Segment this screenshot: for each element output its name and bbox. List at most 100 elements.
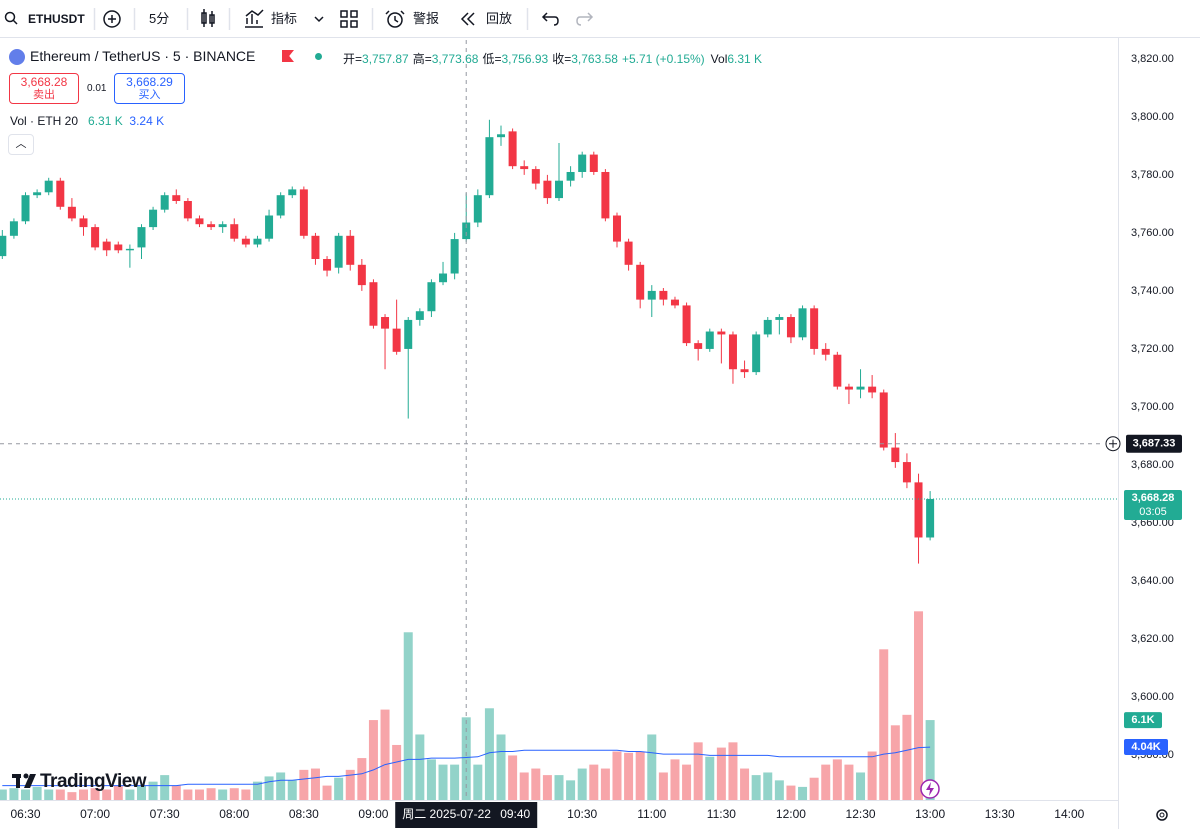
alert-button[interactable]: 警报 (413, 11, 440, 26)
volume-ma-last-label: 4.04K (1131, 741, 1160, 753)
candle-body (856, 386, 865, 390)
volume-bar (600, 768, 610, 800)
collapse-button[interactable]: ︿ (8, 134, 34, 155)
candle-body (647, 290, 656, 300)
volume-bar (264, 776, 274, 800)
x-tick-label: 11:30 (707, 807, 736, 821)
volume-bar (786, 785, 796, 800)
volume-bar (171, 785, 181, 800)
flag (282, 50, 294, 62)
y-tick-label: 3,680.00 (1131, 459, 1174, 471)
volume-bar (612, 751, 622, 800)
symbol-button[interactable]: ETHUSDT (28, 12, 85, 26)
x-tick-label: 07:30 (150, 807, 180, 821)
interval-button[interactable]: 5分 (149, 11, 170, 26)
y-tick-label: 3,740.00 (1131, 285, 1174, 297)
candle-body (79, 218, 88, 228)
legend-volume: 6.31 K (88, 114, 123, 128)
change: +5.71 (+0.15%) (621, 52, 705, 66)
buy-button[interactable]: 3,668.29 买入 (114, 73, 185, 104)
candle-body (543, 180, 552, 199)
sell-price: 3,668.28 (20, 75, 68, 89)
volume-bar (461, 717, 471, 800)
volume-bar (125, 789, 135, 800)
volume-name: Vol (710, 52, 728, 66)
candle-body (705, 331, 714, 349)
candle-body (682, 305, 691, 344)
candle-body (218, 224, 227, 228)
candle-body (752, 334, 761, 373)
volume-legend: Vol · ETH 20 6.31 K 3.24 K (10, 114, 164, 128)
candle-body (160, 195, 169, 210)
volume-bar (368, 720, 378, 800)
candle-body (810, 308, 819, 349)
y-tick-label: 3,620.00 (1131, 633, 1174, 645)
volume-bar (345, 769, 355, 800)
volume-bar (299, 769, 309, 800)
volume-bar (310, 768, 320, 800)
volume-bar (635, 751, 645, 800)
volume-bar (740, 768, 750, 800)
candle-body (172, 195, 181, 201)
candle-body (612, 215, 621, 242)
volume-last-box (1124, 712, 1162, 729)
candle-body (520, 166, 529, 170)
indicators-button[interactable]: 指标 (271, 11, 298, 26)
candle-body (624, 241, 633, 265)
replay-button[interactable]: 回放 (486, 11, 513, 26)
volume-bar (426, 759, 436, 800)
volume-bar (229, 788, 239, 800)
volume-bar (415, 734, 425, 800)
sell-button[interactable]: 3,668.28 卖出 (9, 73, 79, 104)
volume-bar (531, 768, 541, 800)
candle-body (821, 348, 830, 355)
x-tick-label: 13:30 (985, 807, 1015, 821)
volume-bar (21, 789, 31, 800)
candle-body (369, 282, 378, 326)
last-price-label: 3,668.28 (1132, 492, 1175, 504)
crosshair-add-button[interactable] (1105, 436, 1121, 452)
y-tick-label: 3,700.00 (1131, 401, 1174, 413)
crosshair-time-label: 09:40 (500, 807, 530, 821)
volume-bar (647, 734, 657, 800)
ohlc-value: 3,773.68 (431, 52, 479, 66)
x-tick-label: 12:00 (776, 807, 806, 821)
volume-bar (438, 764, 448, 800)
candle-body (659, 290, 668, 300)
candle-body (253, 238, 262, 245)
volume-bar (380, 709, 390, 800)
candle-body (508, 131, 517, 167)
volume-bar (392, 744, 402, 800)
volume-bar (890, 725, 900, 800)
settings-button[interactable] (1156, 809, 1168, 821)
candle-body (67, 206, 76, 219)
ohlc-name: 收= (552, 52, 572, 66)
sell-label: 卖出 (33, 89, 55, 101)
candle-body (114, 244, 123, 251)
candle-body (670, 299, 679, 306)
candle-body (357, 264, 366, 286)
x-tick-label: 12:30 (846, 807, 876, 821)
last-price-box (1124, 489, 1182, 520)
candle-body (926, 498, 935, 538)
lightning-button[interactable] (920, 779, 940, 799)
volume-bar (554, 775, 564, 800)
volume-bar (160, 775, 170, 800)
x-tick-label: 11:00 (637, 807, 666, 821)
ohlc-name: 高= (412, 52, 432, 66)
candle-body (207, 224, 216, 228)
volume-bar (79, 789, 89, 800)
candle-body (879, 392, 888, 448)
crosshair-add-plus (1109, 439, 1117, 448)
volume-bar (9, 788, 19, 800)
volume-bar (902, 714, 912, 800)
axes: 3,580.003,600.003,620.003,640.003,660.00… (10, 53, 1182, 828)
watermark-logo (12, 773, 36, 788)
y-tick-label: 3,720.00 (1131, 343, 1174, 355)
volume-bar (925, 720, 935, 800)
volume-bar (763, 772, 773, 800)
candle-body (230, 224, 239, 239)
candle-body (763, 319, 772, 335)
candle-body (694, 343, 703, 349)
candle-body (868, 386, 877, 393)
